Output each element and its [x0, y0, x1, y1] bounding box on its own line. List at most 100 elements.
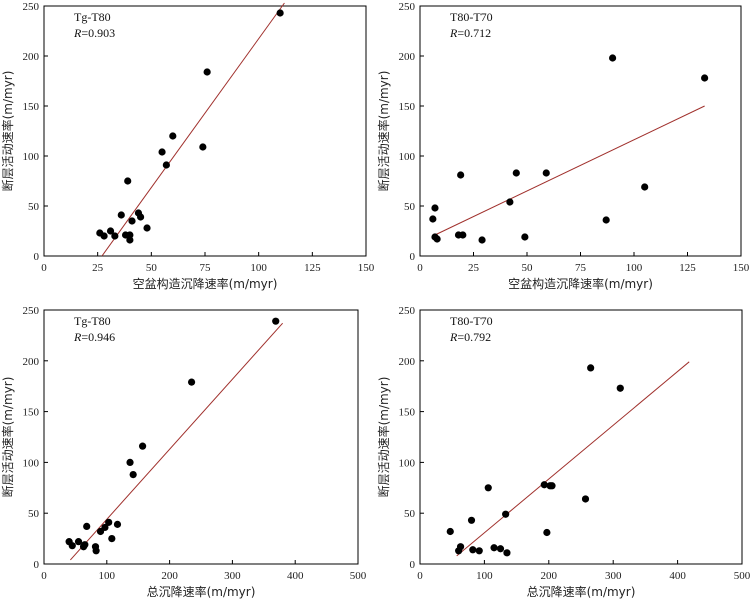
y-tick-label: 0: [410, 559, 416, 571]
y-axis-label: 断层活动速率(m/myr): [376, 71, 391, 192]
x-tick-label: 0: [41, 570, 47, 582]
data-point: [457, 171, 465, 179]
plot-frame: [43, 309, 359, 565]
y-tick-label: 0: [34, 559, 40, 571]
data-point: [459, 231, 467, 239]
regression-line: [432, 105, 705, 237]
data-point: [126, 236, 134, 244]
y-tick-label: 50: [404, 508, 416, 520]
data-point: [108, 535, 116, 543]
panel-title: Tg-T80: [74, 314, 111, 328]
y-tick-label: 200: [399, 356, 416, 368]
data-point: [138, 442, 147, 450]
x-tick-label: 50: [522, 262, 534, 274]
data-point: [478, 236, 486, 244]
y-tick-label: 150: [399, 407, 416, 419]
data-point: [105, 518, 113, 526]
x-tick-label: 300: [224, 570, 241, 582]
y-tick-label: 250: [23, 305, 40, 317]
y-tick-label: 200: [399, 51, 416, 63]
data-point: [113, 520, 122, 528]
x-axis-label: 总沉降速率(m/myr): [147, 584, 256, 599]
plot-frame: [419, 309, 743, 565]
data-point: [106, 227, 115, 235]
data-point: [162, 161, 170, 169]
correlation-annotation: R=0.946: [73, 330, 115, 344]
x-tick-label: 150: [733, 262, 750, 274]
y-tick-label: 100: [399, 457, 416, 469]
chart-panel-4: 0 100 200 300 400 500 0 50 100 150 200 250 总沉降速率(m/m…: [376, 305, 750, 599]
data-point: [496, 545, 505, 553]
correlation-symbol: R: [73, 330, 82, 344]
panel-title: T80-T70: [450, 10, 493, 24]
data-point: [74, 538, 83, 546]
plot-frame: [419, 5, 742, 257]
correlation-symbol: R: [73, 26, 82, 40]
x-tick-label: 200: [161, 570, 178, 582]
x-tick-label: 25: [468, 262, 480, 274]
y-tick-label: 150: [23, 407, 40, 419]
y-tick-label: 50: [28, 201, 40, 213]
y-tick-label: 150: [399, 101, 416, 113]
y-tick-label: 100: [399, 151, 416, 163]
y-tick-label: 250: [399, 1, 416, 13]
regression-line: [456, 361, 690, 557]
y-axis-label: 断层活动速率(m/myr): [376, 377, 391, 498]
data-point: [503, 549, 511, 557]
x-tick-label: 0: [417, 570, 423, 582]
data-point: [137, 213, 145, 221]
x-tick-label: 100: [250, 262, 267, 274]
regression-line: [101, 2, 285, 257]
y-tick-label: 250: [23, 1, 40, 13]
x-tick-label: 300: [605, 570, 622, 582]
y-tick-label: 50: [404, 201, 416, 213]
data-point: [512, 169, 520, 177]
correlation-value: =0.712: [457, 26, 491, 40]
correlation-annotation: R=0.712: [449, 26, 491, 40]
y-tick-label: 0: [410, 251, 416, 263]
data-point: [126, 458, 134, 466]
y-tick-label: 200: [23, 51, 40, 63]
correlation-symbol: R: [449, 330, 458, 344]
x-axis-label: 空盆构造沉降速率(m/myr): [133, 276, 278, 291]
data-point: [83, 522, 91, 531]
data-point: [502, 510, 510, 518]
y-tick-label: 0: [34, 251, 40, 263]
x-tick-label: 400: [669, 570, 686, 582]
data-point: [475, 547, 483, 555]
x-tick-label: 75: [200, 262, 212, 274]
data-point: [276, 9, 284, 17]
data-point: [129, 470, 137, 479]
x-tick-label: 100: [626, 262, 643, 274]
data-point: [484, 484, 492, 492]
x-tick-label: 200: [541, 570, 558, 582]
regression-line: [70, 322, 284, 561]
x-tick-label: 125: [679, 262, 696, 274]
data-point: [543, 528, 551, 537]
x-tick-label: 50: [146, 262, 158, 274]
x-tick-label: 75: [575, 262, 587, 274]
correlation-value: =0.903: [81, 26, 115, 40]
x-tick-label: 100: [476, 570, 493, 582]
x-tick-label: 0: [417, 262, 423, 274]
data-point: [616, 384, 624, 392]
y-axis-label: 断层活动速率(m/myr): [0, 377, 15, 498]
x-axis-label: 总沉降速率(m/myr): [527, 584, 636, 599]
data-point: [446, 527, 454, 536]
y-tick-label: 50: [28, 508, 40, 520]
chart-panel-2: 0 25 50 75 100 125 150 0 50 100 150 200 250 空盆构造沉降速率(…: [376, 1, 750, 291]
y-tick-label: 150: [23, 101, 40, 113]
data-point: [540, 481, 548, 489]
data-point: [542, 169, 550, 177]
data-point: [187, 378, 196, 386]
data-point: [100, 232, 108, 240]
y-tick-label: 200: [23, 356, 40, 368]
data-point: [203, 68, 211, 76]
data-point: [81, 541, 89, 549]
data-point: [581, 495, 590, 503]
data-point: [456, 543, 465, 551]
panel-title: T80-T70: [450, 314, 493, 328]
data-point: [158, 148, 166, 156]
data-point: [587, 364, 595, 372]
x-tick-label: 125: [304, 262, 321, 274]
